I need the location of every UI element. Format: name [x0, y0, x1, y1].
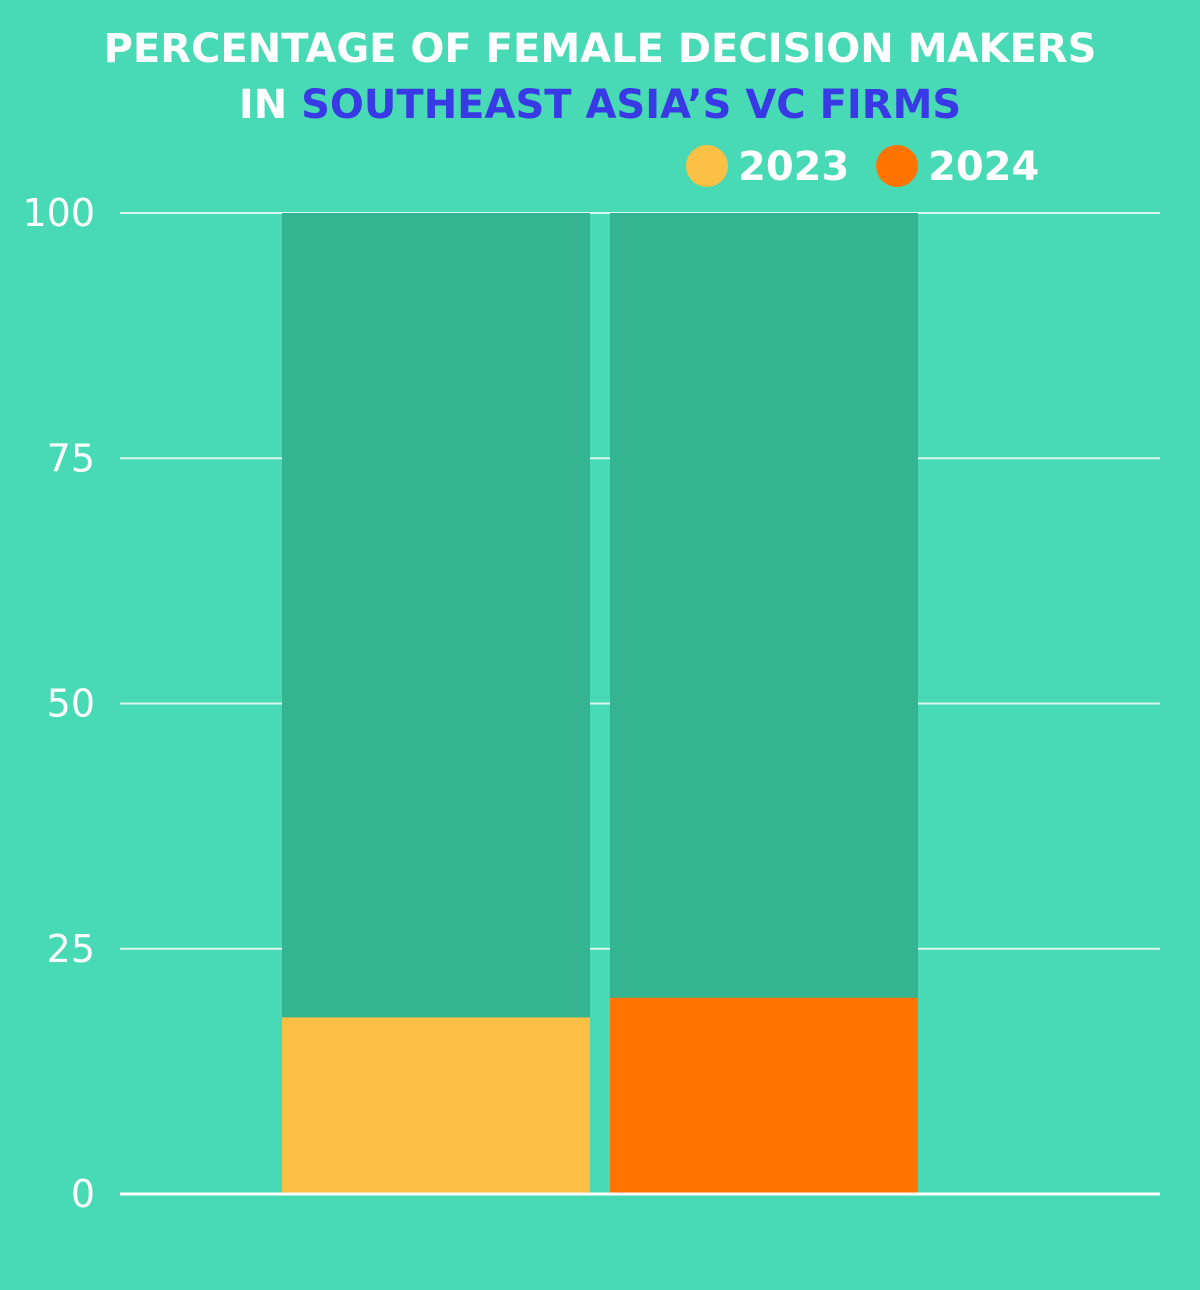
bar-2023: [282, 1017, 590, 1194]
y-tick-label-75: 75: [47, 436, 95, 480]
y-tick-label-0: 0: [71, 1172, 95, 1216]
y-tick-label-25: 25: [47, 927, 95, 971]
legend: 2023 2024: [686, 144, 1039, 190]
bars: [282, 213, 918, 1194]
bar-2024: [610, 997, 918, 1194]
chart-title-line1: PERCENTAGE OF FEMALE DECISION MAKERS: [104, 26, 1097, 72]
legend-swatch-2023: [686, 145, 728, 187]
y-tick-label-50: 50: [47, 682, 95, 726]
chart-title-line2: IN SOUTHEAST ASIA’S VC FIRMS: [239, 82, 961, 128]
y-tick-label-100: 100: [22, 191, 95, 235]
legend-label-2023: 2023: [738, 144, 849, 190]
chart-title-highlight: SOUTHEAST ASIA’S VC FIRMS: [301, 82, 961, 128]
y-axis-ticks: 0 25 50 75 100: [22, 191, 95, 1216]
legend-label-2024: 2024: [928, 144, 1039, 190]
chart-title-prefix: IN: [239, 82, 301, 128]
legend-swatch-2024: [876, 145, 918, 187]
